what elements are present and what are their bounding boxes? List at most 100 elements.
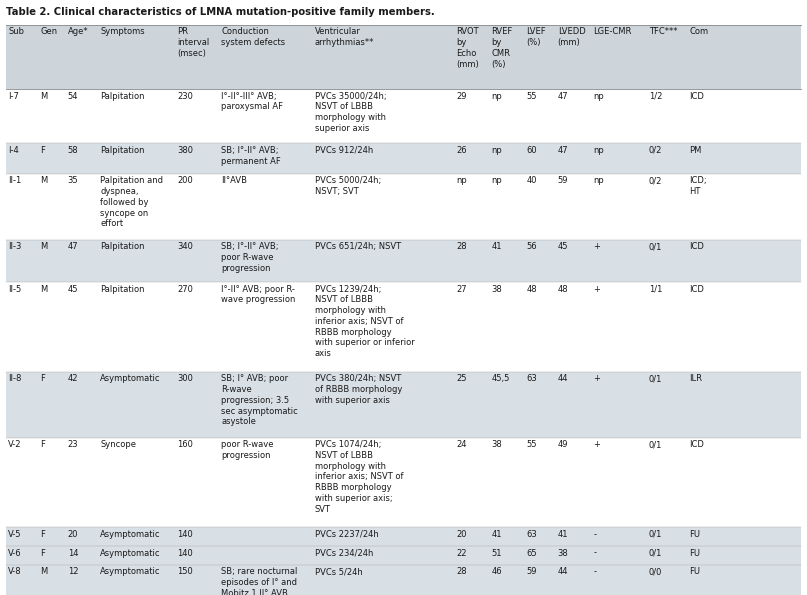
Text: FU: FU	[689, 567, 700, 577]
Text: FU: FU	[689, 530, 700, 539]
Text: 27: 27	[456, 284, 466, 294]
Bar	[6, 372, 801, 438]
Text: SB; I°-II° AVB;
permanent AF: SB; I°-II° AVB; permanent AF	[221, 146, 281, 165]
Text: PM: PM	[689, 146, 701, 155]
Text: V-2: V-2	[8, 440, 22, 449]
Text: PVCs 380/24h; NSVT
of RBBB morphology
with superior axis: PVCs 380/24h; NSVT of RBBB morphology wi…	[315, 374, 402, 405]
Text: 230: 230	[178, 92, 194, 101]
Text: SB; rare nocturnal
episodes of I° and
Mobitz 1 II° AVB: SB; rare nocturnal episodes of I° and Mo…	[221, 567, 298, 595]
Text: V-5: V-5	[8, 530, 22, 539]
Text: 60: 60	[526, 146, 537, 155]
Text: RVOT
by
Echo
(mm): RVOT by Echo (mm)	[456, 27, 479, 68]
Text: V-6: V-6	[8, 549, 22, 558]
Text: 380: 380	[178, 146, 194, 155]
Text: F: F	[40, 530, 45, 539]
Bar	[6, 89, 801, 143]
Text: 41: 41	[491, 530, 502, 539]
Text: np: np	[593, 146, 604, 155]
Text: PVCs 1074/24h;
NSVT of LBBB
morphology with
inferior axis; NSVT of
RBBB morpholo: PVCs 1074/24h; NSVT of LBBB morphology w…	[315, 440, 404, 513]
Text: Ventricular
arrhythmias**: Ventricular arrhythmias**	[315, 27, 374, 47]
Text: 0/1: 0/1	[649, 374, 663, 383]
Text: 48: 48	[526, 284, 537, 294]
Text: 200: 200	[178, 176, 194, 186]
Text: 29: 29	[456, 92, 466, 101]
Bar	[6, 438, 801, 527]
Text: SB; I°-II° AVB;
poor R-wave
progression: SB; I°-II° AVB; poor R-wave progression	[221, 242, 278, 273]
Bar	[6, 565, 801, 595]
Text: poor R-wave
progression: poor R-wave progression	[221, 440, 274, 460]
Text: FU: FU	[689, 549, 700, 558]
Bar	[6, 282, 801, 372]
Text: 49: 49	[558, 440, 568, 449]
Text: +: +	[593, 242, 600, 251]
Text: 45: 45	[68, 284, 78, 294]
Text: 55: 55	[526, 92, 537, 101]
Text: np: np	[491, 146, 502, 155]
Text: Palpitation and
dyspnea,
followed by
syncope on
effort: Palpitation and dyspnea, followed by syn…	[100, 176, 163, 228]
Text: F: F	[40, 440, 45, 449]
Text: F: F	[40, 146, 45, 155]
Text: -: -	[593, 567, 596, 577]
Text: F: F	[40, 549, 45, 558]
Text: PR
interval
(msec): PR interval (msec)	[178, 27, 210, 58]
Text: 59: 59	[558, 176, 568, 186]
Text: 44: 44	[558, 567, 568, 577]
Text: 56: 56	[526, 242, 537, 251]
Text: 0/1: 0/1	[649, 530, 663, 539]
Text: 58: 58	[68, 146, 78, 155]
Text: 63: 63	[526, 374, 537, 383]
Text: II-8: II-8	[8, 374, 22, 383]
Text: 340: 340	[178, 242, 194, 251]
Text: PVCs 35000/24h;
NSVT of LBBB
morphology with
superior axis: PVCs 35000/24h; NSVT of LBBB morphology …	[315, 92, 387, 133]
Bar	[6, 25, 801, 89]
Bar	[6, 240, 801, 282]
Text: +: +	[593, 284, 600, 294]
Text: 23: 23	[68, 440, 78, 449]
Text: 41: 41	[491, 242, 502, 251]
Text: 47: 47	[558, 146, 568, 155]
Text: 38: 38	[558, 549, 568, 558]
Text: 0/1: 0/1	[649, 549, 663, 558]
Text: ICD;
HT: ICD; HT	[689, 176, 707, 196]
Text: 47: 47	[558, 92, 568, 101]
Text: RVEF
by
CMR
(%): RVEF by CMR (%)	[491, 27, 512, 68]
Text: 42: 42	[68, 374, 78, 383]
Text: ICD: ICD	[689, 440, 704, 449]
Text: 0/1: 0/1	[649, 242, 663, 251]
Text: 54: 54	[68, 92, 78, 101]
Text: 12: 12	[68, 567, 78, 577]
Text: M: M	[40, 176, 48, 186]
Text: 150: 150	[178, 567, 194, 577]
Text: -: -	[593, 530, 596, 539]
Text: II°AVB: II°AVB	[221, 176, 247, 186]
Text: Gen: Gen	[40, 27, 57, 36]
Text: TFC***: TFC***	[649, 27, 677, 36]
Text: Asymptomatic: Asymptomatic	[100, 567, 161, 577]
Text: 25: 25	[456, 374, 466, 383]
Bar	[6, 174, 801, 240]
Text: ILR: ILR	[689, 374, 702, 383]
Text: Table 2. Clinical characteristics of LMNA mutation-positive family members.: Table 2. Clinical characteristics of LMN…	[6, 7, 435, 17]
Text: 14: 14	[68, 549, 78, 558]
Text: 38: 38	[491, 440, 502, 449]
Text: M: M	[40, 92, 48, 101]
Text: 63: 63	[526, 530, 537, 539]
Text: PVCs 5/24h: PVCs 5/24h	[315, 567, 362, 577]
Text: +: +	[593, 374, 600, 383]
Text: 0/1: 0/1	[649, 440, 663, 449]
Text: 55: 55	[526, 440, 537, 449]
Text: +: +	[593, 440, 600, 449]
Text: 0/2: 0/2	[649, 146, 663, 155]
Text: Asymptomatic: Asymptomatic	[100, 549, 161, 558]
Text: F: F	[40, 374, 45, 383]
Text: 0/0: 0/0	[649, 567, 663, 577]
Text: -: -	[593, 549, 596, 558]
Text: Age*: Age*	[68, 27, 89, 36]
Text: 44: 44	[558, 374, 568, 383]
Text: PVCs 912/24h: PVCs 912/24h	[315, 146, 373, 155]
Bar	[6, 527, 801, 546]
Text: np: np	[491, 92, 502, 101]
Text: LGE-CMR: LGE-CMR	[593, 27, 632, 36]
Text: II-3: II-3	[8, 242, 22, 251]
Text: Palpitation: Palpitation	[100, 284, 144, 294]
